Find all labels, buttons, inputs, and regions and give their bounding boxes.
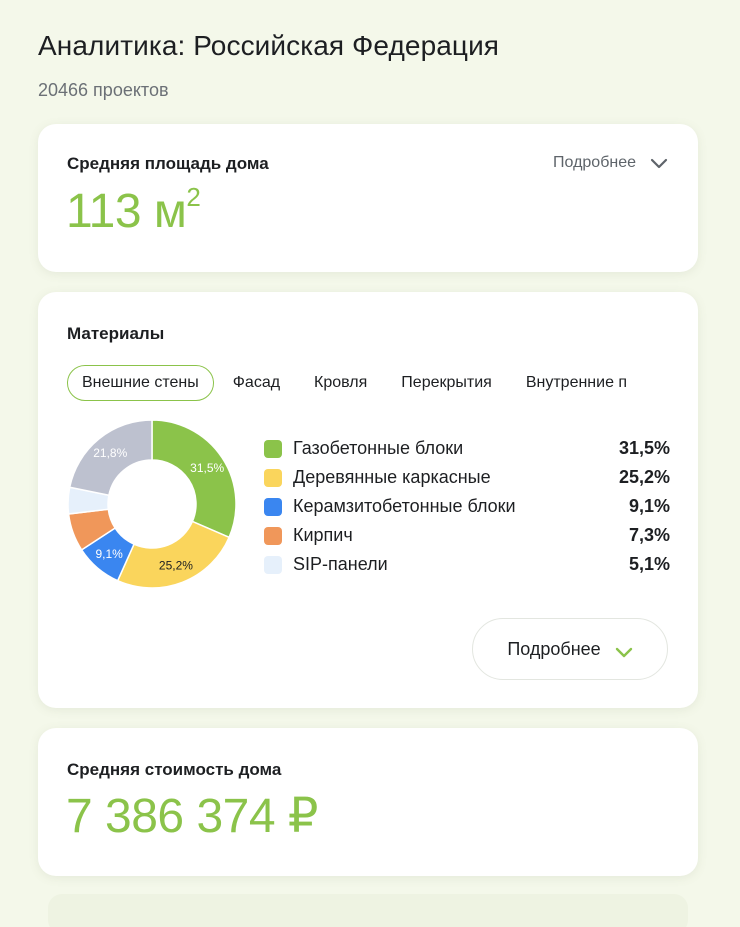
tab-external-walls[interactable]: Внешние стены xyxy=(67,365,214,401)
legend-swatch xyxy=(264,555,282,574)
average-area-card: Средняя площадь дома Подробнее 113 м2 xyxy=(38,124,698,272)
legend-label: SIP-панели xyxy=(293,554,388,574)
next-card-peek xyxy=(48,894,688,927)
average-cost-title: Средняя стоимость дома xyxy=(67,760,282,779)
more-link-label: Подробнее xyxy=(553,154,636,171)
projects-count: 20466 проектов xyxy=(38,80,169,100)
legend-label: Газобетонные блоки xyxy=(293,438,464,458)
tab-floors[interactable]: Перекрытия xyxy=(401,374,492,391)
average-area-more-link[interactable]: Подробнее xyxy=(553,154,668,172)
legend-item: Керамзитобетонные блоки 9,1% xyxy=(264,492,670,521)
donut-slice xyxy=(151,419,237,539)
legend-swatch xyxy=(264,526,282,545)
donut-slice-label: 25,2% xyxy=(159,559,193,573)
legend-value: 25,2% xyxy=(618,467,670,487)
materials-legend: Газобетонные блоки 31,5% Деревянные карк… xyxy=(264,434,670,579)
legend-label: Деревянные каркасные xyxy=(293,467,491,487)
legend-swatch xyxy=(264,497,282,516)
legend-value: 5,1% xyxy=(628,554,670,574)
legend-label: Кирпич xyxy=(293,525,353,545)
average-area-value: 113 м2 xyxy=(66,182,201,239)
legend-swatch xyxy=(264,439,282,458)
donut-slice-label: 9,1% xyxy=(95,547,123,561)
average-cost-card: Средняя стоимость дома 7 386 374 ₽ xyxy=(38,728,698,876)
chevron-down-icon xyxy=(615,643,633,658)
legend-item: SIP-панели 5,1% xyxy=(264,550,670,579)
donut-slice xyxy=(116,520,231,589)
legend-value: 7,3% xyxy=(628,525,670,545)
donut-slice-label: 31,5% xyxy=(190,461,224,475)
chevron-down-icon xyxy=(650,157,668,169)
tab-facade[interactable]: Фасад xyxy=(232,374,281,391)
area-number: 113 м xyxy=(66,185,187,238)
legend-label: Керамзитобетонные блоки xyxy=(293,496,516,516)
materials-title: Материалы xyxy=(67,324,165,343)
legend-value: 9,1% xyxy=(628,496,670,516)
materials-more-button[interactable]: Подробнее xyxy=(472,618,668,680)
legend-value: 31,5% xyxy=(618,438,670,458)
donut-slice-label: 21,8% xyxy=(93,446,127,460)
materials-card: Материалы Внешние стены Фасад Кровля Пер… xyxy=(38,292,698,708)
legend-item: Кирпич 7,3% xyxy=(264,521,670,550)
more-button-label: Подробнее xyxy=(507,638,601,659)
materials-tabs: Внешние стены Фасад Кровля Перекрытия Вн… xyxy=(67,365,671,401)
materials-donut-chart: 31,5% 25,2% 9,1% 21,8% xyxy=(67,419,237,589)
average-cost-value: 7 386 374 ₽ xyxy=(66,790,318,843)
legend-item: Газобетонные блоки 31,5% xyxy=(264,434,670,463)
legend-swatch xyxy=(264,468,282,487)
area-unit-exponent: 2 xyxy=(186,182,201,212)
page-title: Аналитика: Российская Федерация xyxy=(38,30,500,61)
tab-roof[interactable]: Кровля xyxy=(314,374,368,391)
donut-slice xyxy=(68,419,153,497)
legend-item: Деревянные каркасные 25,2% xyxy=(264,463,670,492)
average-area-title: Средняя площадь дома xyxy=(67,154,269,173)
tab-internal[interactable]: Внутренние п xyxy=(525,374,628,391)
